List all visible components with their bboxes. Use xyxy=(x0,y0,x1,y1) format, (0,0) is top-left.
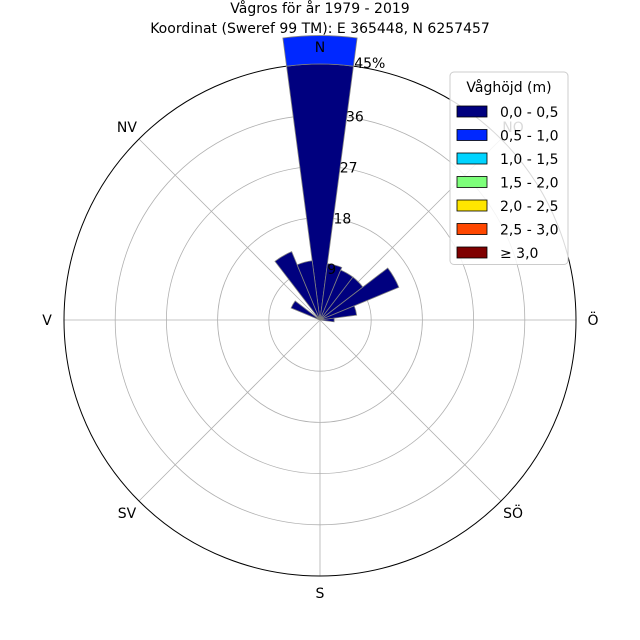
direction-label-sö: SÖ xyxy=(503,504,523,522)
ring-label-2: 18 xyxy=(333,211,351,227)
legend-swatch-1 xyxy=(456,105,488,118)
bar-sector-75-bin-1 xyxy=(319,305,358,321)
ring-label-1: 9 xyxy=(327,262,336,278)
legend-title: Våghöjd (m) xyxy=(466,79,551,96)
ring-label-3: 27 xyxy=(340,161,358,177)
legend-label-2: 0,5 - 1,0 xyxy=(500,129,558,145)
grid-spoke-nv xyxy=(138,138,321,321)
legend: Våghöjd (m) 0,0 - 0,5 0,5 - 1,0 1,0 - 1,5 1,… xyxy=(449,71,569,265)
legend-label-7: ≥ 3,0 xyxy=(500,246,538,262)
bar-sector-300-bin-1 xyxy=(290,300,321,321)
wave-bars xyxy=(274,35,400,323)
legend-swatch-5 xyxy=(456,199,488,212)
bar-sector-60-bin-1 xyxy=(319,267,400,321)
legend-swatch-6 xyxy=(456,223,488,235)
grid-spoke-sv xyxy=(138,319,321,502)
grid-spoke-sö xyxy=(319,319,502,502)
bar-sector-330-bin-1 xyxy=(274,251,321,321)
direction-label-v: V xyxy=(42,313,52,329)
legend-frame xyxy=(449,71,569,265)
bar-sector-0-bin-2 xyxy=(282,35,358,67)
legend-swatch-4 xyxy=(456,176,488,188)
ring-label-outer: 45% xyxy=(354,56,385,72)
direction-label-s: S xyxy=(316,586,325,602)
legend-label-4: 1,5 - 2,0 xyxy=(500,176,558,192)
legend-label-3: 1,0 - 1,5 xyxy=(500,152,558,168)
legend-swatch-2 xyxy=(456,129,488,141)
legend-swatch-3 xyxy=(456,152,488,165)
legend-label-1: 0,0 - 0,5 xyxy=(500,105,558,121)
bar-sector-90-bin-1 xyxy=(319,317,335,323)
legend-label-6: 2,5 - 3,0 xyxy=(500,223,558,239)
direction-label-n: N xyxy=(315,40,325,56)
ring-label-4: 36 xyxy=(346,110,364,126)
chart-subtitle: Koordinat (Sweref 99 TM): E 365448, N 62… xyxy=(150,21,490,37)
direction-label-nv: NV xyxy=(117,120,137,136)
legend-label-5: 2,0 - 2,5 xyxy=(500,199,558,215)
bar-sector-345-bin-1 xyxy=(296,260,321,321)
chart-title: Vågros för år 1979 - 2019 xyxy=(230,0,409,17)
direction-label-sv: SV xyxy=(118,506,137,522)
legend-swatch-7 xyxy=(456,246,488,259)
direction-label-ö: Ö xyxy=(587,311,598,329)
